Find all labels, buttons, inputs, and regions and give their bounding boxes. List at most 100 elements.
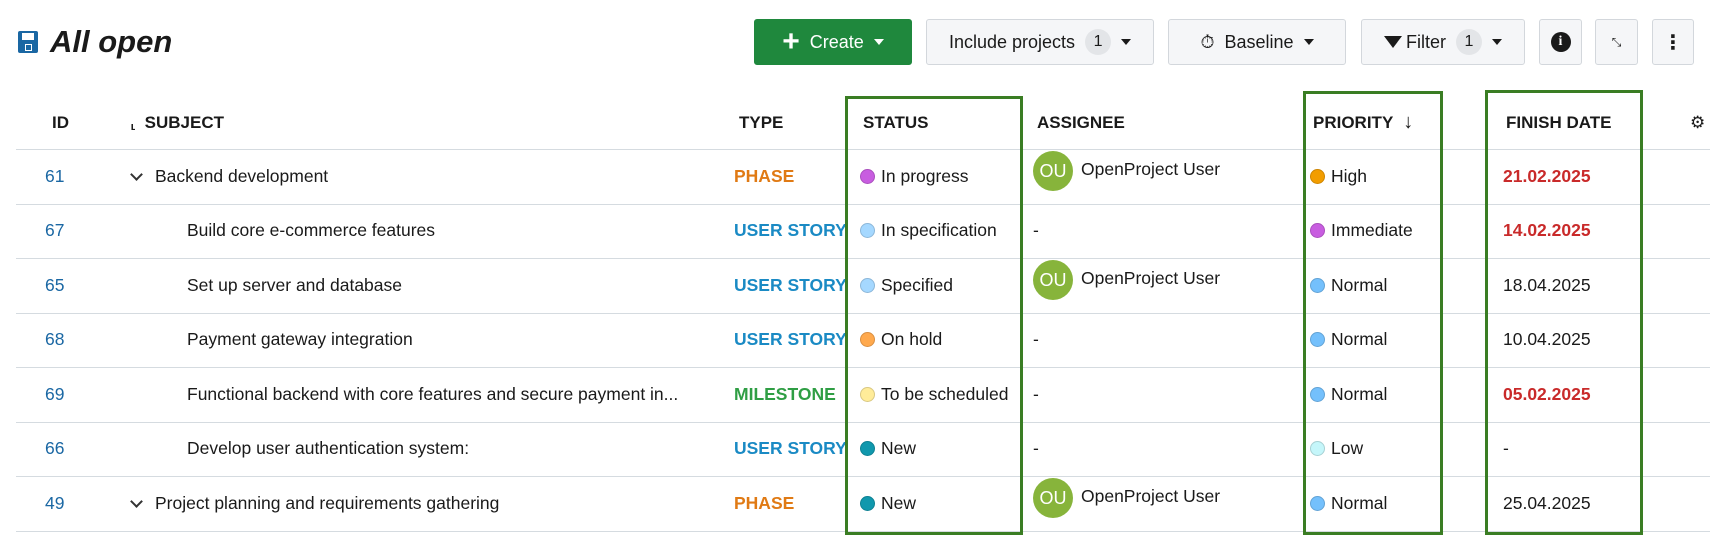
priority-text: Normal bbox=[1331, 492, 1388, 513]
work-package-id-link[interactable]: 65 bbox=[45, 274, 65, 295]
column-settings-gear-icon[interactable]: ⚙ bbox=[1690, 112, 1706, 132]
priority-cell[interactable]: Immediate bbox=[1310, 204, 1413, 258]
status-cell[interactable]: New bbox=[860, 422, 916, 476]
more-options-button[interactable]: ⋮ bbox=[1652, 19, 1694, 65]
priority-dot-icon bbox=[1310, 277, 1325, 293]
divider bbox=[16, 203, 1710, 205]
finish-date-cell[interactable]: 18.04.2025 bbox=[1503, 274, 1591, 295]
subject-text: Payment gateway integration bbox=[187, 329, 413, 349]
status-cell[interactable]: New bbox=[860, 476, 916, 530]
status-cell[interactable]: To be scheduled bbox=[860, 367, 1008, 421]
column-header-assignee[interactable]: ASSIGNEE bbox=[1037, 112, 1125, 132]
type-cell[interactable]: PHASE bbox=[734, 165, 795, 186]
more-vertical-icon: ⋮ bbox=[1663, 31, 1683, 54]
work-package-id-link[interactable]: 67 bbox=[45, 220, 65, 240]
subject-cell[interactable]: Project planning and requirements gather… bbox=[130, 476, 500, 530]
include-projects-button[interactable]: Include projects 1 bbox=[926, 19, 1154, 65]
priority-cell[interactable]: Low bbox=[1310, 422, 1363, 476]
divider bbox=[16, 421, 1710, 423]
finish-date-cell[interactable]: 25.04.2025 bbox=[1503, 492, 1591, 513]
status-text: New bbox=[881, 492, 917, 513]
priority-cell[interactable]: Normal bbox=[1310, 313, 1387, 367]
fullscreen-icon: ⤡ bbox=[1611, 35, 1622, 49]
status-dot-icon bbox=[860, 441, 875, 456]
create-button[interactable]: + Create bbox=[754, 19, 912, 65]
subject-cell[interactable]: Set up server and database bbox=[187, 258, 402, 312]
subject-header-label: SUBJECT bbox=[144, 112, 224, 132]
type-cell[interactable]: USER STORY bbox=[734, 438, 847, 458]
status-text: Specified bbox=[881, 274, 953, 295]
work-package-id-link[interactable]: 68 bbox=[45, 329, 65, 349]
finish-date-cell[interactable]: - bbox=[1503, 438, 1509, 458]
status-cell[interactable]: In progress bbox=[860, 149, 969, 203]
filter-icon bbox=[1384, 36, 1402, 48]
info-button[interactable]: i bbox=[1539, 19, 1582, 65]
column-header-priority[interactable]: PRIORITY ↓ bbox=[1313, 96, 1413, 149]
status-dot-icon bbox=[860, 332, 875, 347]
assignee-cell[interactable]: - bbox=[1033, 204, 1039, 258]
priority-text: Normal bbox=[1331, 383, 1388, 404]
subject-cell[interactable]: Payment gateway integration bbox=[187, 313, 413, 367]
subject-cell[interactable]: Backend development bbox=[130, 149, 328, 203]
status-cell[interactable]: In specification bbox=[860, 204, 997, 258]
priority-dot-icon bbox=[1310, 168, 1325, 184]
status-text: In specification bbox=[881, 220, 997, 240]
divider bbox=[16, 530, 1710, 532]
priority-cell[interactable]: Normal bbox=[1310, 476, 1387, 530]
column-header-status[interactable]: STATUS bbox=[863, 112, 929, 132]
assignee-cell[interactable]: OU OpenProject User bbox=[1033, 258, 1220, 312]
priority-header-label: PRIORITY bbox=[1313, 112, 1394, 132]
subject-cell[interactable]: Develop user authentication system: bbox=[187, 422, 469, 476]
include-projects-count: 1 bbox=[1085, 29, 1112, 55]
subject-text: Project planning and requirements gather… bbox=[155, 492, 500, 513]
chevron-down-icon[interactable] bbox=[130, 167, 143, 181]
fullscreen-button[interactable]: ⤡ bbox=[1595, 19, 1638, 65]
finish-date-cell[interactable]: 05.02.2025 bbox=[1503, 383, 1591, 404]
column-header-subject[interactable]: ⸤ SUBJECT bbox=[130, 96, 224, 149]
column-header-finish-date[interactable]: FINISH DATE bbox=[1506, 112, 1612, 132]
assignee-cell[interactable]: - bbox=[1033, 313, 1039, 367]
column-header-id[interactable]: ID bbox=[52, 112, 69, 132]
chevron-down-icon[interactable] bbox=[130, 494, 143, 508]
work-package-id-link[interactable]: 61 bbox=[45, 165, 65, 186]
save-icon[interactable] bbox=[18, 31, 38, 53]
assignee-cell[interactable]: OU OpenProject User bbox=[1033, 149, 1220, 203]
priority-cell[interactable]: Normal bbox=[1310, 367, 1387, 421]
subject-text: Develop user authentication system: bbox=[187, 438, 470, 458]
baseline-label: Baseline bbox=[1224, 31, 1294, 52]
assignee-cell[interactable]: OU OpenProject User bbox=[1033, 476, 1220, 530]
work-package-id-link[interactable]: 66 bbox=[45, 438, 65, 458]
highlight-priority-column bbox=[1303, 91, 1443, 535]
column-header-type[interactable]: TYPE bbox=[739, 112, 784, 132]
priority-dot-icon bbox=[1310, 332, 1325, 347]
type-cell[interactable]: USER STORY bbox=[734, 274, 847, 295]
priority-cell[interactable]: Normal bbox=[1310, 258, 1387, 312]
highlight-finish-date-column bbox=[1485, 90, 1643, 535]
status-cell[interactable]: Specified bbox=[860, 258, 953, 312]
status-dot-icon bbox=[860, 168, 875, 184]
assignee-cell[interactable]: - bbox=[1033, 367, 1039, 421]
info-icon: i bbox=[1550, 32, 1571, 52]
caret-down-icon bbox=[1303, 39, 1314, 45]
status-dot-icon bbox=[860, 386, 875, 402]
type-cell[interactable]: USER STORY bbox=[734, 329, 847, 349]
filter-button[interactable]: Filter 1 bbox=[1361, 19, 1525, 65]
finish-date-cell[interactable]: 10.04.2025 bbox=[1503, 329, 1591, 349]
work-package-id-link[interactable]: 69 bbox=[45, 383, 65, 404]
hierarchy-icon: ⸤ bbox=[130, 112, 137, 132]
assignee-cell[interactable]: - bbox=[1033, 422, 1039, 476]
priority-cell[interactable]: High bbox=[1310, 149, 1367, 203]
finish-date-cell[interactable]: 21.02.2025 bbox=[1503, 165, 1591, 186]
assignee-text: OpenProject User bbox=[1081, 486, 1221, 506]
type-cell[interactable]: USER STORY bbox=[734, 220, 847, 240]
subject-cell[interactable]: Functional backend with core features an… bbox=[187, 367, 678, 421]
caret-down-icon bbox=[1121, 39, 1132, 45]
work-package-id-link[interactable]: 49 bbox=[45, 492, 65, 513]
avatar: OU bbox=[1033, 478, 1073, 518]
type-cell[interactable]: MILESTONE bbox=[734, 383, 836, 404]
subject-cell[interactable]: Build core e-commerce features bbox=[187, 204, 435, 258]
status-cell[interactable]: On hold bbox=[860, 313, 942, 367]
baseline-button[interactable]: ⏱ Baseline bbox=[1168, 19, 1346, 65]
type-cell[interactable]: PHASE bbox=[734, 492, 795, 513]
finish-date-cell[interactable]: 14.02.2025 bbox=[1503, 220, 1591, 240]
